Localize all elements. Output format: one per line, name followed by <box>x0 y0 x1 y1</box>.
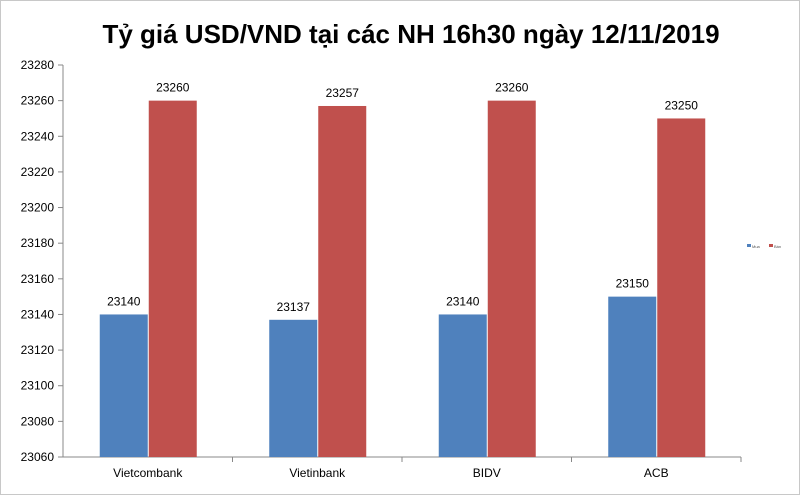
y-tick-label: 23220 <box>21 165 55 179</box>
data-label: 23257 <box>326 86 360 100</box>
y-tick-label: 23120 <box>21 343 55 357</box>
y-tick-label: 23080 <box>21 414 55 428</box>
y-tick-label: 23200 <box>21 201 55 215</box>
legend-label: Mua <box>752 244 761 249</box>
data-label: 23140 <box>446 294 480 308</box>
bar <box>608 296 657 457</box>
y-tick-label: 23100 <box>21 379 55 393</box>
bar <box>148 100 197 458</box>
chart-title: Tỷ giá USD/VND tại các NH 16h30 ngày 12/… <box>102 19 720 49</box>
y-tick-label: 23160 <box>21 272 55 286</box>
bar <box>269 319 318 457</box>
x-tick-label: BIDV <box>473 466 501 480</box>
x-tick-label: ACB <box>644 466 669 480</box>
legend-swatch <box>747 244 751 247</box>
data-label: 23137 <box>277 300 311 314</box>
data-label: 23250 <box>665 98 699 112</box>
bar <box>438 314 487 457</box>
data-label: 23140 <box>107 294 141 308</box>
bar <box>99 314 148 457</box>
y-tick-label: 23260 <box>21 94 55 108</box>
y-tick-label: 23240 <box>21 129 55 143</box>
legend-label: Bán <box>774 244 781 249</box>
y-tick-label: 23060 <box>21 450 55 464</box>
y-tick-label: 23280 <box>21 58 55 72</box>
bar <box>487 100 536 458</box>
data-label: 23260 <box>156 81 190 95</box>
bar <box>318 105 367 458</box>
y-tick-label: 23140 <box>21 307 55 321</box>
data-label: 23260 <box>495 81 529 95</box>
x-tick-label: Vietinbank <box>289 466 346 480</box>
data-label: 23150 <box>616 277 650 291</box>
legend-swatch <box>769 244 773 247</box>
bar <box>657 118 706 458</box>
x-tick-label: Vietcombank <box>113 466 183 480</box>
y-tick-label: 23180 <box>21 236 55 250</box>
